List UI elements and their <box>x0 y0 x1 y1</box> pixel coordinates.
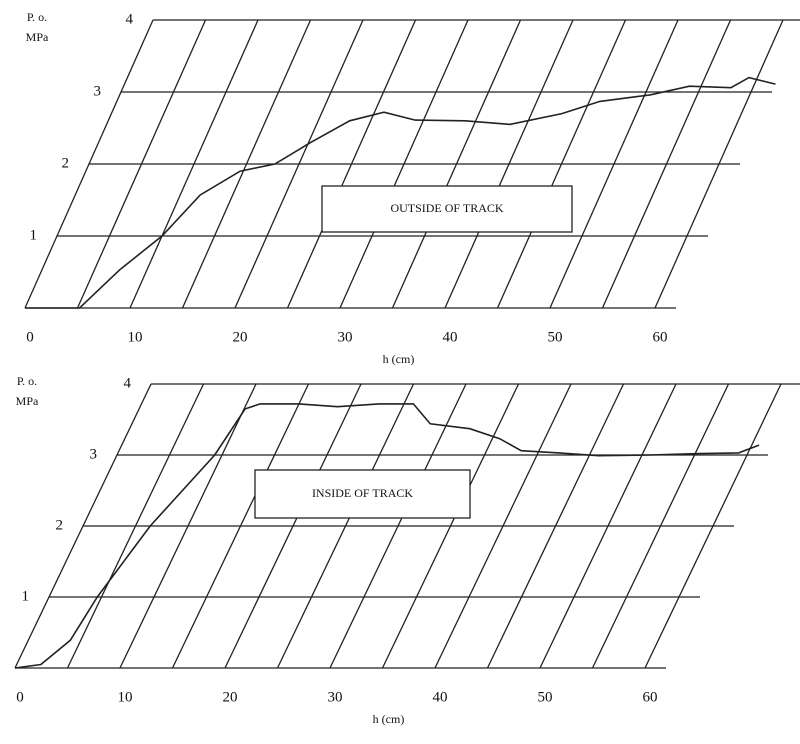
grid-line <box>129 19 259 309</box>
y-axis-label: P. o. <box>27 10 47 24</box>
x-tick-label: 40 <box>443 329 458 345</box>
x-tick-label: 10 <box>128 329 143 345</box>
grid-line-minor <box>76 19 207 309</box>
y-axis-label: MPa <box>16 394 39 408</box>
y-tick-label: 4 <box>124 375 132 391</box>
x-tick-label: 0 <box>16 689 24 705</box>
grid-line-minor <box>391 19 522 309</box>
y-axis-label: MPa <box>26 30 49 44</box>
grid-line <box>224 383 362 669</box>
annotation-box <box>254 469 471 519</box>
x-tick-label: 0 <box>26 329 34 345</box>
grid-line <box>644 383 782 669</box>
annotation: INSIDE OF TRACK <box>312 486 413 500</box>
y-axis-label: P. o. <box>17 374 37 388</box>
grid-line <box>539 383 677 669</box>
x-tick-label: 50 <box>538 689 553 705</box>
y-tick-label: 3 <box>90 446 98 462</box>
x-tick-label: 10 <box>118 689 133 705</box>
grid-line-minor <box>276 383 415 669</box>
grid-line-minor <box>286 19 417 309</box>
x-tick-label: 60 <box>643 689 658 705</box>
annotation: OUTSIDE OF TRACK <box>390 201 503 215</box>
x-tick-label: 40 <box>433 689 448 705</box>
x-tick-label: 20 <box>223 689 238 705</box>
grid-line <box>434 383 572 669</box>
grid-line <box>24 19 154 309</box>
grid-line-minor <box>601 19 732 309</box>
x-axis-label: h (cm) <box>373 712 405 726</box>
grid-line <box>14 383 152 669</box>
data-line <box>14 403 760 669</box>
grid-line-minor <box>486 383 625 669</box>
grid-line <box>329 383 467 669</box>
grid-line <box>119 383 257 669</box>
grid-line <box>444 19 574 309</box>
annotation-box <box>321 185 573 233</box>
grid-line <box>654 19 784 309</box>
grid-line-minor <box>171 383 310 669</box>
x-tick-label: 30 <box>328 689 343 705</box>
grid-line-minor <box>181 19 312 309</box>
y-tick-label: 4 <box>126 11 134 27</box>
grid-line <box>234 19 364 309</box>
grid-line <box>549 19 679 309</box>
x-tick-label: 20 <box>233 329 248 345</box>
y-tick-label: 1 <box>30 227 38 243</box>
y-tick-label: 1 <box>22 588 30 604</box>
y-tick-label: 3 <box>94 83 102 99</box>
x-axis-label: h (cm) <box>383 352 415 366</box>
grid-line-minor <box>66 383 205 669</box>
x-tick-label: 60 <box>653 329 668 345</box>
y-tick-label: 2 <box>62 155 70 171</box>
grid-line-minor <box>591 383 730 669</box>
x-tick-label: 50 <box>548 329 563 345</box>
grid-line <box>339 19 469 309</box>
y-tick-label: 2 <box>56 517 64 533</box>
data-line <box>25 76 776 309</box>
grid-line-minor <box>496 19 627 309</box>
x-tick-label: 30 <box>338 329 353 345</box>
grid-line-minor <box>381 383 520 669</box>
